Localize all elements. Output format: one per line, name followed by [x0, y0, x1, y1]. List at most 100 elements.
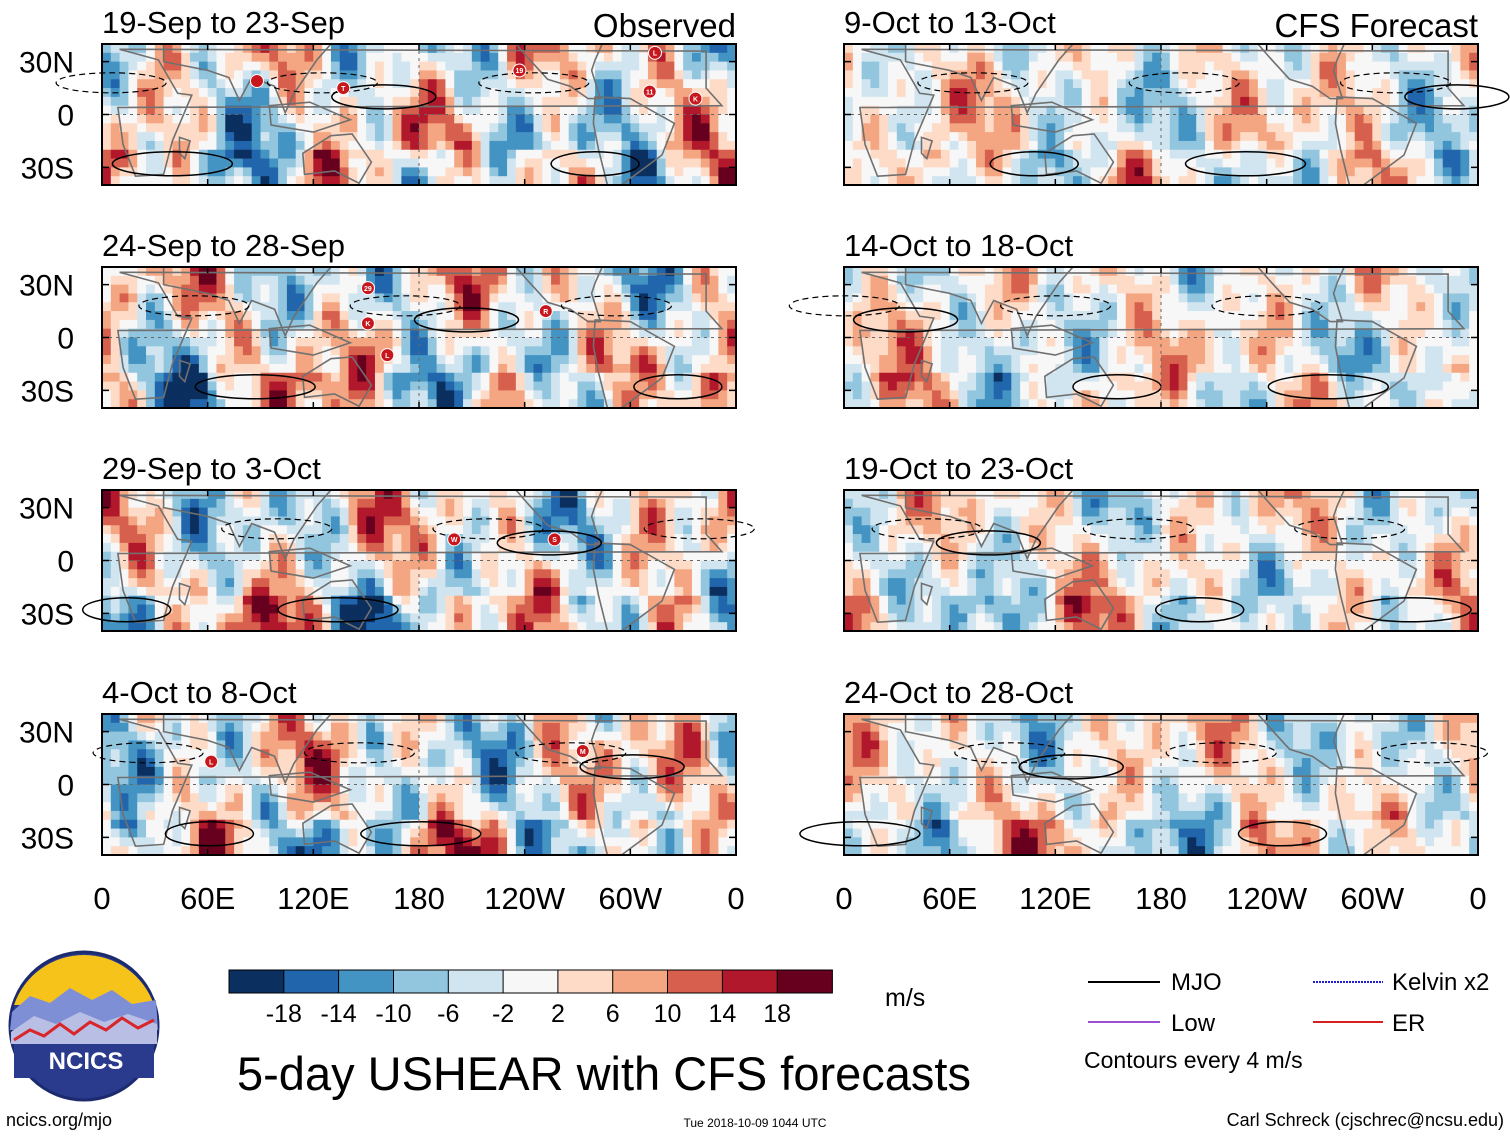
- storm-label: W: [451, 537, 458, 544]
- panel-5: 14-Oct to 18-Oct: [788, 228, 1479, 409]
- logo-text: NCICS: [49, 1048, 124, 1075]
- mjo-contour: [579, 754, 685, 780]
- colorbar-tick-label: -10: [375, 1000, 411, 1028]
- coastline-2: [1010, 101, 1095, 133]
- storm-marker: L: [204, 754, 219, 769]
- storm-marker: L: [380, 348, 395, 363]
- legend-mjo-label: MJO: [1171, 969, 1222, 996]
- colorbar-swatch: [667, 969, 724, 994]
- coastline-0: [858, 271, 1466, 401]
- panel-7: 24-Oct to 28-Oct: [799, 675, 1489, 856]
- x-tick-label: 0: [835, 881, 852, 916]
- coastline-0: [858, 48, 1466, 178]
- mjo-contour: [633, 374, 723, 400]
- coastline-0: [116, 494, 724, 624]
- coastline-6: [920, 136, 934, 161]
- y-tick-label: 30S: [21, 375, 74, 408]
- coastline-3: [1043, 133, 1115, 185]
- x-tick-label: 180: [1135, 881, 1187, 916]
- footer-url[interactable]: ncics.org/mjo: [6, 1110, 112, 1130]
- panel-1: 29 K R L 24-Sep to 28-Sep 30N 0 30S: [19, 228, 737, 409]
- coastline-0: [116, 271, 724, 401]
- mjo-contour: [81, 597, 172, 623]
- footer-author: Carl Schreck (cjschrec@ncsu.edu): [1227, 1110, 1504, 1130]
- ncics-logo: NCICS: [8, 950, 160, 1102]
- y-tick-label: 0: [57, 323, 74, 356]
- colorbar-swatch: [776, 969, 833, 994]
- coastline-6: [178, 136, 192, 161]
- x-tick-label: 60W: [598, 881, 662, 916]
- storm-label: M: [580, 749, 586, 756]
- storm-label: K: [693, 96, 698, 103]
- colorbar-swatch: [612, 969, 669, 994]
- colorbar-tick-label: -6: [437, 1000, 459, 1028]
- x-tick-label: 120W: [1226, 881, 1308, 916]
- colorbar-swatch: [228, 969, 285, 994]
- x-tick-label: 0: [93, 881, 110, 916]
- mjo-contour-negative: [1339, 72, 1452, 94]
- panel-title: 9-Oct to 13-Oct: [844, 5, 1056, 40]
- legend-kelvin-label: Kelvin x2: [1392, 969, 1489, 996]
- heatmap-cells: [102, 490, 737, 632]
- storm-label: R: [543, 309, 548, 316]
- x-tick-label: 60E: [180, 881, 235, 916]
- x-tick-label: 120W: [484, 881, 566, 916]
- storm-label: L: [385, 353, 390, 360]
- mjo-contour: [1237, 821, 1328, 847]
- panels-layer: T 19 L 11 K 19-Sep to 23-Sep 30N 0 30S 29 K R L 24-Se…: [19, 5, 1510, 856]
- y-tick-label: 30N: [19, 717, 74, 750]
- coastline-6: [920, 582, 934, 607]
- y-tick-label: 30N: [19, 47, 74, 80]
- x-tick-label: 60W: [1340, 881, 1404, 916]
- panel-4: 9-Oct to 13-Oct: [843, 5, 1510, 186]
- storm-marker: R: [538, 304, 553, 319]
- mjo-contour: [852, 307, 959, 333]
- figure-title: 5-day USHEAR with CFS forecasts: [237, 1047, 971, 1100]
- mjo-contour: [799, 821, 921, 847]
- colorbar-swatch: [721, 969, 779, 994]
- mjo-contour: [1404, 84, 1510, 110]
- panel-3: L M 4-Oct to 8-Oct 30N 0 30S: [19, 675, 737, 856]
- mjo-contour: [1184, 151, 1307, 177]
- mjo-contour: [413, 307, 520, 333]
- storm-label: L: [209, 759, 214, 766]
- mjo-contour: [1154, 597, 1245, 623]
- storm-label: 29: [364, 286, 372, 293]
- storm-marker: L: [647, 45, 662, 60]
- x-tick-label: 60E: [922, 881, 977, 916]
- legend-er-label: ER: [1392, 1010, 1425, 1037]
- storm-label: K: [365, 321, 370, 328]
- heatmap-cells: [844, 267, 1479, 409]
- x-tick-label: 0: [727, 881, 744, 916]
- coastline-3: [1043, 356, 1115, 408]
- y-tick-label: 0: [57, 770, 74, 803]
- coastline-2: [1010, 771, 1095, 803]
- colorbar-swatch: [393, 969, 450, 994]
- panel-title: 19-Oct to 23-Oct: [844, 451, 1074, 486]
- mjo-contour: [496, 530, 603, 556]
- storm-marker: 19: [512, 63, 527, 78]
- coastline-6: [920, 359, 934, 384]
- storm-label: L: [653, 51, 658, 58]
- heatmap-cells: [844, 714, 1479, 856]
- y-tick-label: 0: [57, 546, 74, 579]
- coastline-3: [301, 133, 373, 185]
- y-tick-label: 0: [57, 100, 74, 133]
- mjo-contour: [935, 530, 1042, 556]
- panel-title: 24-Oct to 28-Oct: [844, 675, 1074, 710]
- mjo-contour: [277, 597, 399, 623]
- coastline-2: [268, 547, 353, 579]
- mjo-contour: [111, 151, 234, 177]
- storm-label: 11: [646, 89, 654, 96]
- coastline-6: [178, 582, 192, 607]
- mjo-contour: [164, 821, 255, 847]
- storm-label: S: [552, 537, 557, 544]
- y-tick-label: 30N: [19, 493, 74, 526]
- colorbar-swatch: [557, 969, 614, 994]
- storm-label: T: [341, 86, 346, 93]
- coastline-6: [920, 806, 934, 831]
- x-tick-label: 180: [393, 881, 445, 916]
- coastline-0: [858, 718, 1466, 848]
- legend-note: Contours every 4 m/s: [1084, 1047, 1303, 1073]
